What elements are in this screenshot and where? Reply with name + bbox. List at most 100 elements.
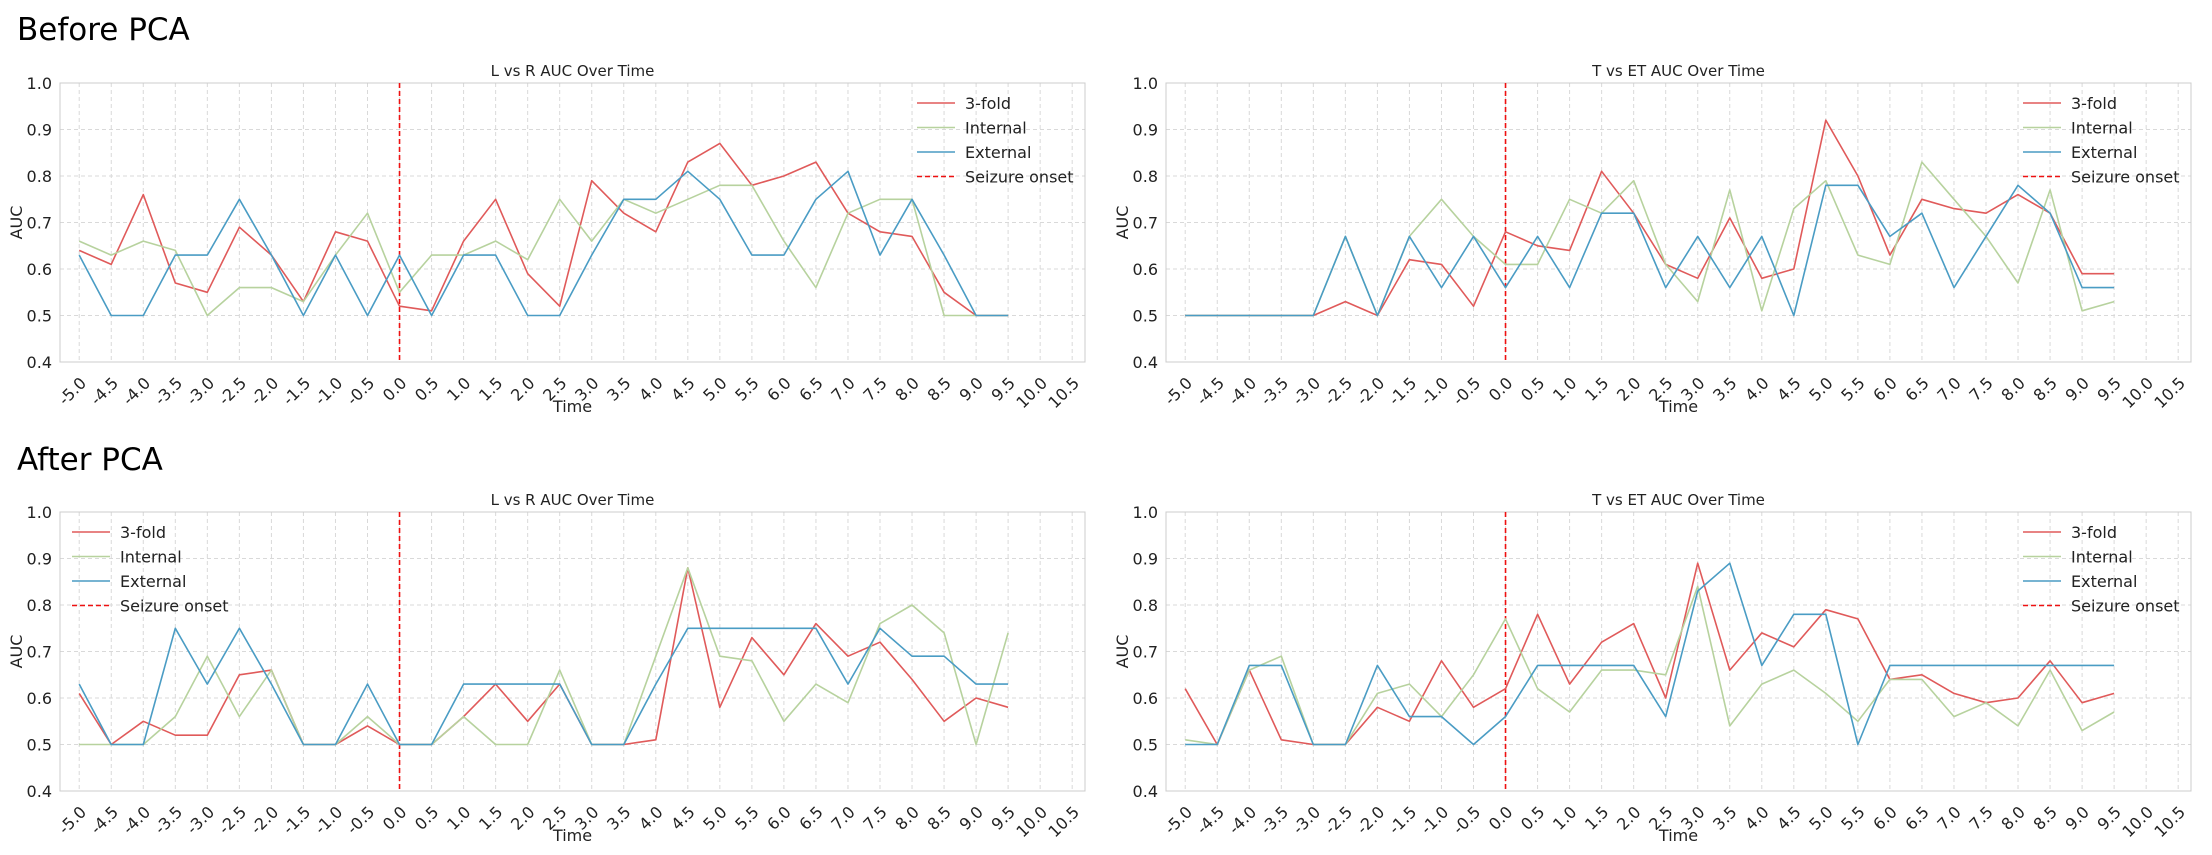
x-tick-label: 1.5 [1581,802,1612,833]
x-tick-label: -2.5 [215,802,251,838]
plot-frame [1165,511,2192,792]
series-line-external [78,170,1009,317]
x-tick-label: 1.5 [475,802,506,833]
x-tick-label: -1.0 [1417,373,1453,409]
x-tick-label: 10.0 [2118,802,2157,841]
x-tick-label: -2.5 [215,373,251,409]
series-line-three-fold [78,142,1009,317]
x-tick-label: 5.5 [1837,802,1868,833]
y-tick-label: 0.5 [27,307,52,326]
legend-label-three-fold: 3-fold [2071,523,2117,542]
x-tick-label: -1.5 [279,373,315,409]
chart-before-tet-auc: T vs ET AUC Over Time 0.4 0.5 0.6 0.7 0.8 0.9 1… [1113,62,2192,416]
y-tick-label: 0.7 [1133,214,1158,233]
x-tick-label: -1.5 [1385,373,1421,409]
y-tick-label: 0.6 [27,260,52,279]
x-tick-label: -2.0 [1353,373,1389,409]
x-tick-label: 6.0 [763,373,794,404]
x-tick-label: 6.5 [1901,373,1932,404]
x-tick-label: 9.0 [955,373,986,404]
x-tick-label: 5.0 [1805,373,1836,404]
legend-label-external: External [965,143,1031,162]
y-tick-label: 0.6 [27,689,52,708]
x-tick-label: 3.5 [1709,373,1740,404]
x-tick-label: 2.0 [1613,802,1644,833]
section-title-after-pca: After PCA [17,442,163,478]
y-tick-label: 0.9 [1133,121,1158,140]
x-tick-label: -5.0 [55,802,91,838]
y-tick-label: 0.7 [1133,643,1158,662]
x-tick-label: 4.0 [1741,373,1772,404]
x-tick-label: 8.0 [1997,802,2028,833]
x-axis-label: Time [1658,826,1698,845]
x-tick-label: -5.0 [1161,802,1197,838]
x-tick-label: 3.5 [1709,802,1740,833]
x-tick-label: 3.5 [603,373,634,404]
y-tick-label: 0.4 [1133,353,1158,372]
x-tick-label: -3.5 [1257,373,1293,409]
y-tick-label: 0.8 [1133,596,1158,615]
legend-label-external: External [2071,572,2137,591]
x-tick-label: 1.5 [1581,373,1612,404]
y-tick-label: 0.8 [1133,167,1158,186]
legend-label-onset: Seizure onset [965,168,1074,187]
x-tick-label: -2.0 [1353,802,1389,838]
x-tick-label: 8.5 [2029,373,2060,404]
y-tick-label: 1.0 [27,503,52,522]
x-tick-label: 10.5 [2150,802,2189,841]
series-line-external [1185,562,2115,746]
x-tick-label: 7.5 [859,802,890,833]
x-tick-label: 8.5 [2029,802,2060,833]
y-tick-label: 0.5 [27,736,52,755]
x-tick-label: 4.0 [1741,802,1772,833]
x-tick-label: 7.0 [1933,802,1964,833]
x-tick-label: -3.5 [151,802,187,838]
y-tick-label: 0.4 [27,353,52,372]
x-tick-label: 4.5 [667,802,698,833]
x-tick-label: 0.0 [379,373,410,404]
y-tick-label: 1.0 [1133,74,1158,93]
x-tick-label: -4.0 [119,802,155,838]
y-tick-label: 0.6 [1133,260,1158,279]
x-tick-label: 5.5 [731,802,762,833]
x-tick-label: 6.5 [795,373,826,404]
legend-label-external: External [2071,143,2137,162]
series-line-three-fold [1184,562,2115,746]
series-line-external [78,627,1009,746]
x-tick-label: 1.0 [1549,802,1580,833]
x-tick-label: 4.5 [1773,373,1804,404]
x-tick-label: -1.5 [279,802,315,838]
x-tick-label: 5.5 [1837,373,1868,404]
legend-label-internal: Internal [2071,548,2133,567]
x-tick-label: 4.5 [667,373,698,404]
y-axis-label: AUC [7,206,26,240]
x-tick-label: -1.0 [311,802,347,838]
x-tick-label: 6.0 [763,802,794,833]
y-tick-label: 0.9 [27,121,52,140]
x-tick-label: 5.0 [699,373,730,404]
legend-label-three-fold: 3-fold [965,94,1011,113]
legend-label-internal: Internal [120,548,182,567]
x-axis-label: Time [1658,397,1698,416]
x-tick-label: -4.0 [1225,373,1261,409]
x-tick-label: 0.5 [1517,373,1548,404]
x-tick-label: 6.0 [1869,802,1900,833]
plot-frame [1165,82,2192,363]
legend-label-onset: Seizure onset [2071,597,2180,616]
x-tick-label: 10.5 [2150,373,2189,412]
y-tick-label: 0.8 [27,167,52,186]
x-tick-label: -4.5 [1193,373,1229,409]
legend-label-three-fold: 3-fold [2071,94,2117,113]
x-tick-label: -2.0 [247,802,283,838]
x-tick-label: -1.0 [311,373,347,409]
legend-label-external: External [120,572,186,591]
x-tick-label: -2.5 [1321,802,1357,838]
x-tick-label: -4.5 [1193,802,1229,838]
x-tick-label: 7.5 [1965,373,1996,404]
x-tick-label: 0.5 [1517,802,1548,833]
x-tick-label: 8.0 [1997,373,2028,404]
y-axis-label: AUC [7,635,26,669]
x-tick-label: -4.0 [119,373,155,409]
x-tick-label: -3.0 [183,373,219,409]
y-tick-label: 0.5 [1133,307,1158,326]
